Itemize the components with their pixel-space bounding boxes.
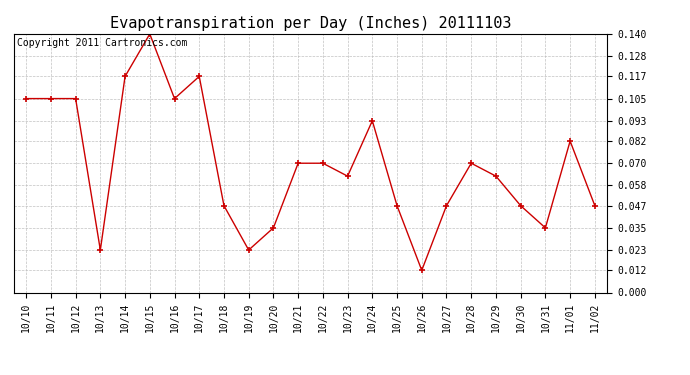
Text: Copyright 2011 Cartronics.com: Copyright 2011 Cartronics.com [17,38,187,48]
Title: Evapotranspiration per Day (Inches) 20111103: Evapotranspiration per Day (Inches) 2011… [110,16,511,31]
